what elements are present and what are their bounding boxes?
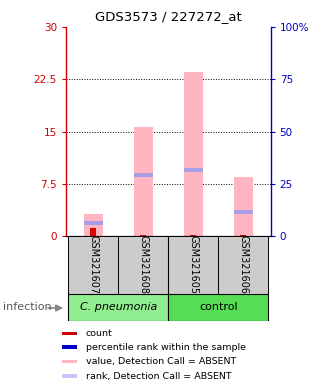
Bar: [184, 168, 203, 172]
Bar: [140, 235, 146, 236]
Text: count: count: [86, 329, 113, 338]
Title: GDS3573 / 227272_at: GDS3573 / 227272_at: [95, 10, 242, 23]
Bar: [62, 332, 77, 335]
Bar: [218, 236, 268, 294]
Bar: [234, 210, 253, 214]
Bar: [168, 236, 218, 294]
Bar: [62, 374, 77, 378]
Bar: [90, 228, 96, 236]
Bar: [69, 236, 118, 294]
Text: GSM321605: GSM321605: [188, 235, 198, 295]
Bar: [134, 173, 153, 177]
Text: percentile rank within the sample: percentile rank within the sample: [86, 343, 246, 352]
Text: GSM321606: GSM321606: [238, 235, 248, 295]
Bar: [134, 127, 153, 236]
Text: control: control: [199, 302, 238, 312]
Text: infection: infection: [3, 302, 52, 312]
Bar: [240, 235, 246, 236]
Bar: [234, 177, 253, 236]
Text: rank, Detection Call = ABSENT: rank, Detection Call = ABSENT: [86, 371, 231, 381]
Bar: [118, 236, 168, 294]
Bar: [84, 221, 103, 225]
Bar: [62, 359, 77, 363]
Text: GSM321608: GSM321608: [138, 235, 148, 295]
Text: value, Detection Call = ABSENT: value, Detection Call = ABSENT: [86, 357, 236, 366]
Bar: [84, 214, 103, 236]
Bar: [69, 294, 168, 321]
Bar: [168, 294, 268, 321]
Text: GSM321607: GSM321607: [88, 235, 98, 295]
Bar: [190, 235, 196, 236]
Text: C. pneumonia: C. pneumonia: [80, 302, 157, 312]
Bar: [184, 72, 203, 236]
Bar: [62, 346, 77, 349]
